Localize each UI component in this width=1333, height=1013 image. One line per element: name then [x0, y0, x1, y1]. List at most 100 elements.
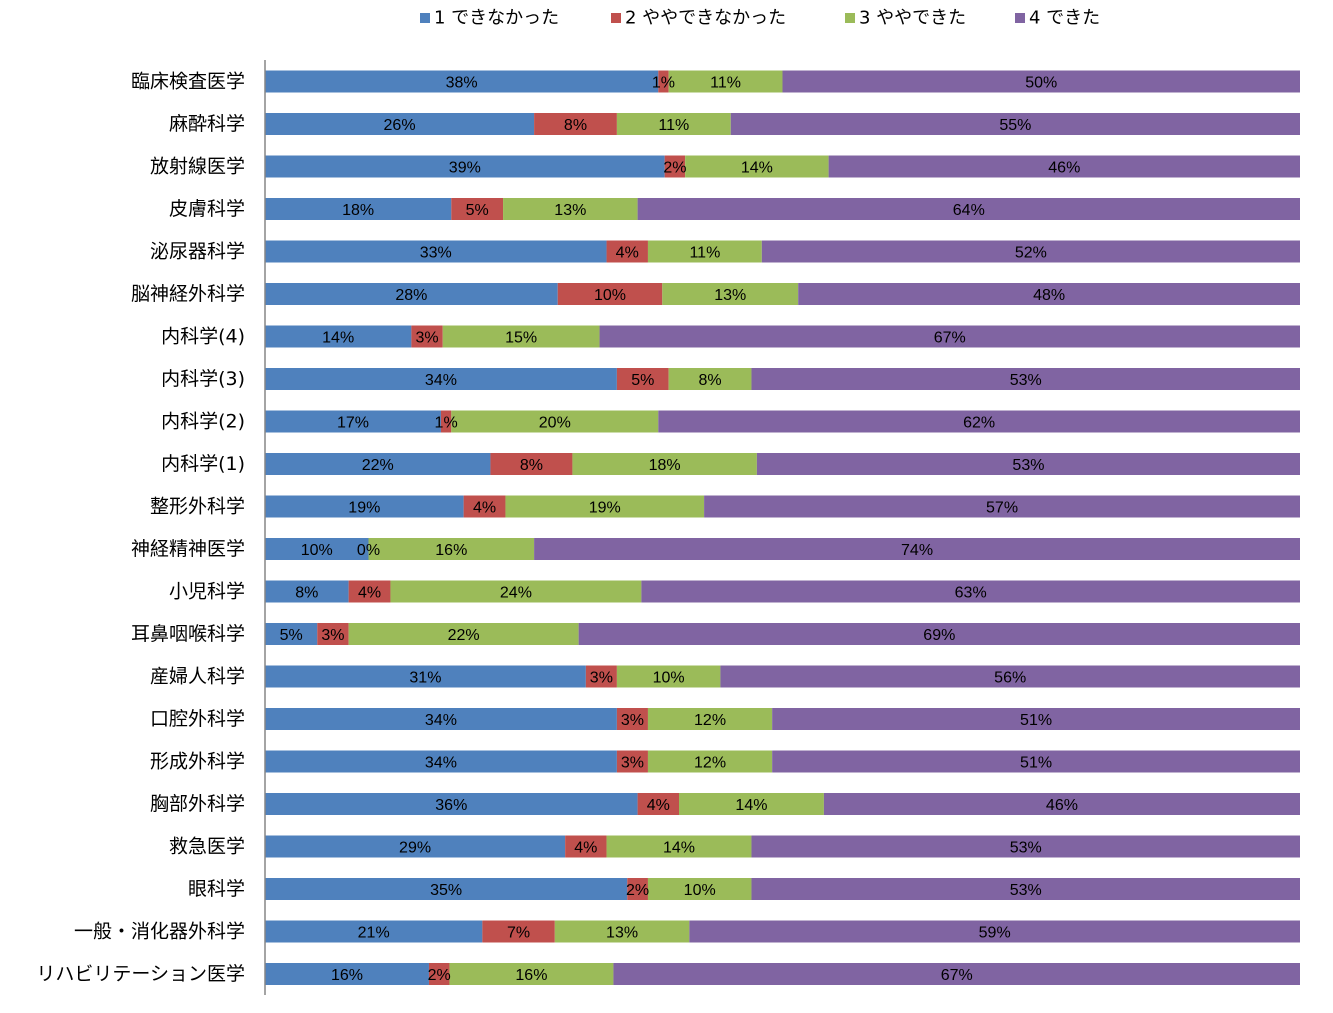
bar-segment-series-1	[265, 325, 412, 348]
data-label-suffix: %	[952, 329, 966, 346]
legend-label: 4 できた	[1029, 8, 1100, 29]
data-label: 1%	[435, 414, 458, 431]
bar-segment-series-1	[265, 750, 617, 773]
data-label-suffix: %	[557, 414, 571, 431]
data-label-suffix: %	[349, 967, 363, 984]
data-label: 11%	[658, 117, 689, 134]
data-label-value: 24	[500, 584, 518, 601]
data-label: 16%	[515, 967, 547, 984]
bar-segment-series-3	[503, 198, 638, 220]
bar-row: 整形外科学 19% 4% 19% 57%	[150, 495, 1300, 518]
data-label: 7%	[507, 924, 530, 941]
data-label-suffix: %	[380, 457, 394, 474]
data-label-value: 38	[446, 74, 464, 91]
data-label: 26%	[384, 117, 416, 134]
bar-segment-series-4	[641, 580, 1300, 603]
bar-segment-series-3	[505, 495, 705, 518]
data-label-suffix: %	[1043, 74, 1057, 91]
data-label: 52%	[1015, 244, 1047, 261]
data-label-value: 18	[649, 457, 667, 474]
bar-row: リハビリテーション医学 16% 2% 16% 67%	[36, 963, 1300, 985]
data-label-suffix: %	[1038, 712, 1052, 729]
data-label-value: 57	[986, 499, 1004, 516]
data-label: 4%	[473, 499, 496, 516]
data-label-suffix: %	[1004, 499, 1018, 516]
data-label-suffix: %	[453, 797, 467, 814]
data-label: 67%	[934, 329, 966, 346]
bar-segment-series-4	[751, 835, 1300, 858]
data-label-value: 4	[616, 244, 625, 261]
legend-item-3: 3 ややできた	[845, 8, 966, 29]
data-label-value: 8	[564, 117, 573, 134]
bar-segment-series-1	[265, 708, 617, 730]
data-label: 11%	[689, 244, 720, 261]
data-label-suffix: %	[1033, 244, 1047, 261]
bar-segment-series-4	[772, 708, 1300, 730]
data-label-value: 3	[415, 329, 424, 346]
data-label: 35%	[430, 882, 462, 899]
bar-segment-series-2	[557, 283, 663, 305]
category-label: 形成外科学	[150, 751, 245, 773]
data-label-value: 10	[594, 287, 612, 304]
data-label-suffix: %	[467, 159, 481, 176]
bar-segment-series-4	[599, 325, 1300, 348]
data-label: 8%	[564, 117, 587, 134]
data-label-suffix: %	[288, 627, 302, 644]
data-label: 69%	[923, 627, 955, 644]
data-label-suffix: %	[1066, 159, 1080, 176]
bar-segment-series-2	[616, 750, 648, 773]
data-label: 46%	[1048, 159, 1080, 176]
data-label: 34%	[425, 754, 457, 771]
data-label-value: 0	[357, 542, 366, 559]
data-label-suffix: %	[427, 669, 441, 686]
data-label-suffix: %	[413, 287, 427, 304]
bar-segment-series-2	[565, 835, 607, 858]
data-label-value: 59	[979, 924, 997, 941]
data-label-value: 5	[280, 627, 289, 644]
data-label-suffix: %	[727, 74, 741, 91]
bar-segment-series-3	[685, 155, 829, 178]
data-label-suffix: %	[523, 329, 537, 346]
data-label: 34%	[425, 712, 457, 729]
data-label: 1%	[652, 74, 675, 91]
bar-row: 眼科学 35% 2% 10% 53%	[188, 878, 1300, 900]
data-label-value: 55	[999, 117, 1017, 134]
bar-segment-series-2	[440, 410, 452, 433]
data-label: 16%	[331, 967, 363, 984]
category-label: 整形外科学	[150, 496, 245, 518]
bar-segment-series-2	[606, 240, 648, 263]
data-label-suffix: %	[753, 797, 767, 814]
data-label-suffix: %	[516, 924, 530, 941]
bar-row: 放射線医学 39% 2% 14% 46%	[150, 155, 1300, 178]
data-label: 34%	[425, 372, 457, 389]
data-label-value: 35	[430, 882, 448, 899]
category-label: 放射線医学	[150, 156, 245, 178]
bar-segment-series-1	[265, 198, 452, 220]
bar-row: 内科学(2) 17% 1% 20% 62%	[161, 410, 1300, 433]
bar-segment-series-1	[265, 580, 349, 603]
data-label-value: 52	[1015, 244, 1033, 261]
data-label-suffix: %	[981, 414, 995, 431]
data-label-suffix: %	[712, 754, 726, 771]
data-label-value: 7	[507, 924, 516, 941]
data-label-suffix: %	[482, 499, 496, 516]
data-label-suffix: %	[661, 74, 675, 91]
data-label: 2%	[428, 967, 451, 984]
data-label-value: 74	[901, 542, 919, 559]
bar-segment-series-1	[265, 453, 491, 475]
bar-segment-series-4	[578, 623, 1300, 645]
data-label: 64%	[953, 202, 985, 219]
category-label: 内科学(3)	[161, 368, 245, 390]
bar-segment-series-2	[451, 198, 504, 220]
data-label-value: 29	[399, 839, 417, 856]
bar-segment-series-4	[704, 495, 1300, 518]
data-label: 36%	[435, 797, 467, 814]
data-label-suffix: %	[417, 839, 431, 856]
data-label-suffix: %	[360, 202, 374, 219]
legend-swatch	[1015, 13, 1025, 23]
data-label-value: 5	[631, 372, 640, 389]
category-label: 救急医学	[169, 836, 245, 858]
data-label-suffix: %	[996, 924, 1010, 941]
data-label: 8%	[520, 457, 543, 474]
data-label-value: 36	[435, 797, 453, 814]
